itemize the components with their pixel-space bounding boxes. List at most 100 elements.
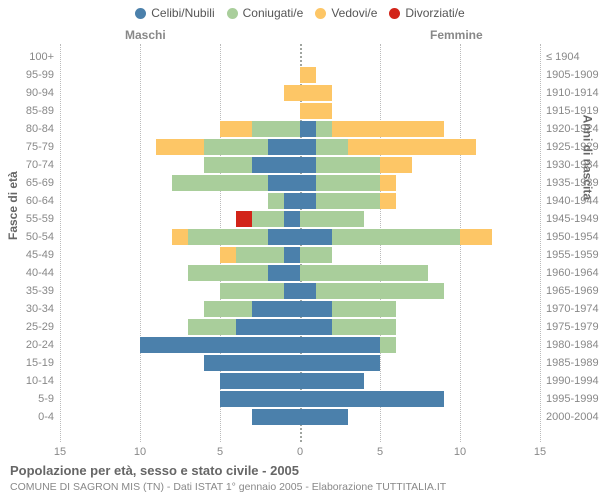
population-pyramid-chart: Celibi/NubiliConiugati/eVedovi/eDivorzia… (0, 0, 600, 500)
bar-segment-female (380, 157, 412, 173)
legend-swatch (389, 8, 400, 19)
bar-segment-male (220, 391, 300, 407)
bar-segment-female (300, 85, 332, 101)
bar-segment-male (252, 157, 300, 173)
plot-area: 15105051015100+≤ 190495-991905-190990-94… (60, 44, 540, 442)
age-label: 15-19 (4, 354, 54, 372)
bar-segment-male (252, 211, 284, 227)
bar-segment-male (188, 265, 268, 281)
age-row: 50-541950-1954 (60, 228, 540, 246)
age-label: 60-64 (4, 192, 54, 210)
age-label: 65-69 (4, 174, 54, 192)
bar-segment-male (268, 265, 300, 281)
bar-segment-female (300, 247, 332, 263)
bar-segment-female (300, 337, 380, 353)
age-label: 10-14 (4, 372, 54, 390)
legend-item: Vedovi/e (315, 6, 377, 20)
bar-segment-female (300, 373, 364, 389)
bar-segment-female (332, 121, 444, 137)
bar-segment-male (284, 211, 300, 227)
age-label: 100+ (4, 48, 54, 66)
bar-segment-male (284, 193, 300, 209)
birth-year-label: 2000-2004 (546, 408, 600, 426)
age-label: 0-4 (4, 408, 54, 426)
bar-segment-male (268, 229, 300, 245)
age-row: 30-341970-1974 (60, 300, 540, 318)
age-row: 80-841920-1924 (60, 120, 540, 138)
bar-segment-male (236, 211, 252, 227)
birth-year-label: 1935-1939 (546, 174, 600, 192)
bar-segment-male (236, 247, 284, 263)
birth-year-label: 1920-1924 (546, 120, 600, 138)
bar-segment-male (140, 337, 300, 353)
bar-segment-female (300, 355, 380, 371)
bar-segment-female (300, 139, 316, 155)
x-tick: 10 (134, 446, 146, 458)
legend-item: Coniugati/e (227, 6, 304, 20)
age-label: 85-89 (4, 102, 54, 120)
age-row: 55-591945-1949 (60, 210, 540, 228)
bar-segment-male (268, 193, 284, 209)
bar-segment-male (204, 301, 252, 317)
legend-swatch (315, 8, 326, 19)
age-label: 70-74 (4, 156, 54, 174)
bar-segment-male (268, 139, 300, 155)
bar-segment-female (316, 283, 444, 299)
bar-segment-female (300, 103, 332, 119)
x-tick: 0 (297, 446, 303, 458)
birth-year-label: 1985-1989 (546, 354, 600, 372)
age-row: 10-141990-1994 (60, 372, 540, 390)
bar-segment-male (220, 121, 252, 137)
legend-label: Celibi/Nubili (151, 6, 214, 20)
age-row: 5-91995-1999 (60, 390, 540, 408)
age-label: 30-34 (4, 300, 54, 318)
bar-segment-female (300, 229, 332, 245)
birth-year-label: 1980-1984 (546, 336, 600, 354)
bar-segment-female (316, 175, 380, 191)
gridline (540, 44, 541, 442)
x-tick: 15 (534, 446, 546, 458)
bar-segment-male (252, 301, 300, 317)
age-row: 35-391965-1969 (60, 282, 540, 300)
bar-segment-female (300, 157, 316, 173)
age-label: 5-9 (4, 390, 54, 408)
age-row: 100+≤ 1904 (60, 48, 540, 66)
bar-segment-female (332, 229, 460, 245)
birth-year-label: 1930-1934 (546, 156, 600, 174)
age-row: 90-941910-1914 (60, 84, 540, 102)
bar-segment-female (300, 283, 316, 299)
bar-segment-male (188, 229, 268, 245)
birth-year-label: 1925-1929 (546, 138, 600, 156)
birth-year-label: 1965-1969 (546, 282, 600, 300)
age-label: 90-94 (4, 84, 54, 102)
age-label: 80-84 (4, 120, 54, 138)
age-row: 60-641940-1944 (60, 192, 540, 210)
birth-year-label: 1910-1914 (546, 84, 600, 102)
age-row: 0-42000-2004 (60, 408, 540, 426)
age-label: 40-44 (4, 264, 54, 282)
age-row: 40-441960-1964 (60, 264, 540, 282)
age-row: 65-691935-1939 (60, 174, 540, 192)
legend-label: Vedovi/e (331, 6, 377, 20)
bar-segment-female (300, 193, 316, 209)
bar-segment-male (204, 157, 252, 173)
chart-title: Popolazione per età, sesso e stato civil… (10, 462, 446, 480)
male-label: Maschi (125, 28, 166, 42)
bar-segment-female (380, 175, 396, 191)
bar-segment-male (220, 373, 300, 389)
legend-item: Celibi/Nubili (135, 6, 214, 20)
age-row: 75-791925-1929 (60, 138, 540, 156)
age-label: 95-99 (4, 66, 54, 84)
bar-segment-female (316, 121, 332, 137)
legend-swatch (227, 8, 238, 19)
birth-year-label: 1940-1944 (546, 192, 600, 210)
bar-segment-female (300, 319, 332, 335)
age-row: 70-741930-1934 (60, 156, 540, 174)
birth-year-label: 1950-1954 (546, 228, 600, 246)
bar-segment-female (316, 139, 348, 155)
age-label: 75-79 (4, 138, 54, 156)
chart-subtitle: COMUNE DI SAGRON MIS (TN) - Dati ISTAT 1… (10, 480, 446, 494)
birth-year-label: 1990-1994 (546, 372, 600, 390)
x-tick: 15 (54, 446, 66, 458)
age-row: 95-991905-1909 (60, 66, 540, 84)
